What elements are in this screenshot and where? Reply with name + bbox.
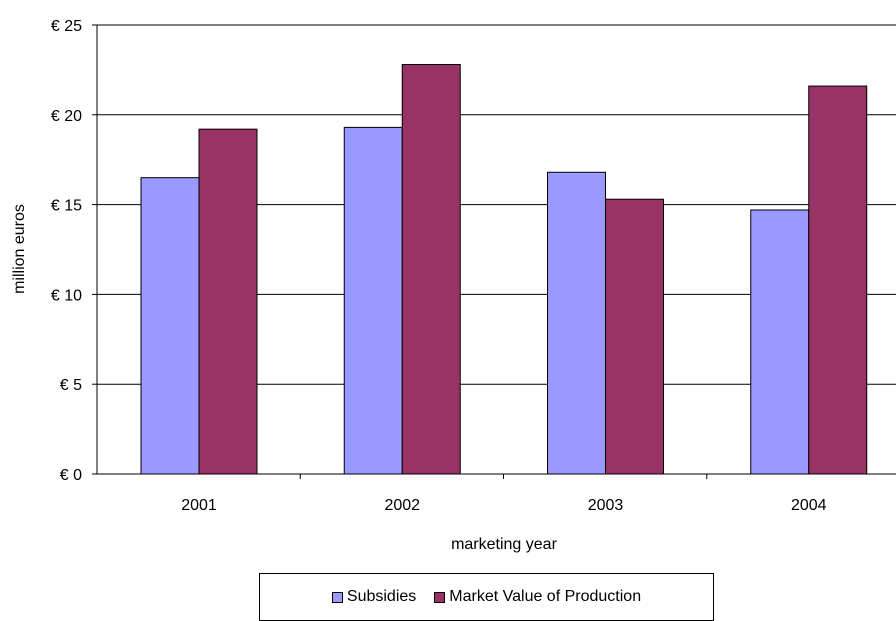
bars bbox=[140, 64, 868, 475]
bar-market-value-of-production-2004 bbox=[808, 85, 868, 475]
x-tick-label: 2002 bbox=[384, 497, 420, 514]
y-axis-title: million euros bbox=[11, 204, 28, 294]
legend-item-subsidies: Subsidies bbox=[331, 588, 417, 606]
y-tick-label: € 25 bbox=[51, 18, 82, 35]
bar-market-value-of-production-2002 bbox=[401, 64, 461, 475]
bar-subsidies-2003 bbox=[547, 171, 606, 475]
y-tick-labels: € 0 € 5 € 10 € 15 € 20 € 25 bbox=[51, 18, 82, 484]
y-tick-label: € 20 bbox=[51, 108, 82, 125]
bar-subsidies-2004 bbox=[750, 209, 810, 475]
legend-swatch-market-value bbox=[434, 591, 446, 603]
axes bbox=[92, 24, 896, 479]
x-tick-label: 2004 bbox=[791, 497, 827, 514]
y-tick-label: € 15 bbox=[51, 198, 82, 215]
bar-market-value-of-production-2003 bbox=[605, 198, 664, 475]
x-tick-label: 2003 bbox=[588, 497, 624, 514]
legend-label-market-value: Market Value of Production bbox=[449, 588, 642, 605]
y-tick-label: € 0 bbox=[60, 467, 82, 484]
legend: Subsidies Market Value of Production bbox=[259, 573, 714, 621]
legend-item-market-value: Market Value of Production bbox=[434, 588, 641, 606]
x-tick-label: 2001 bbox=[181, 497, 217, 514]
legend-swatch-subsidies bbox=[331, 591, 343, 603]
bar-subsidies-2002 bbox=[343, 126, 403, 475]
x-axis-title: marketing year bbox=[451, 536, 557, 553]
bar-market-value-of-production-2001 bbox=[198, 128, 258, 475]
bar-subsidies-2001 bbox=[140, 177, 200, 475]
y-tick-label: € 5 bbox=[60, 377, 82, 394]
y-tick-label: € 10 bbox=[51, 287, 82, 304]
x-tick-labels: 2001 2002 2003 2004 bbox=[181, 497, 826, 514]
legend-label-subsidies: Subsidies bbox=[346, 588, 417, 605]
